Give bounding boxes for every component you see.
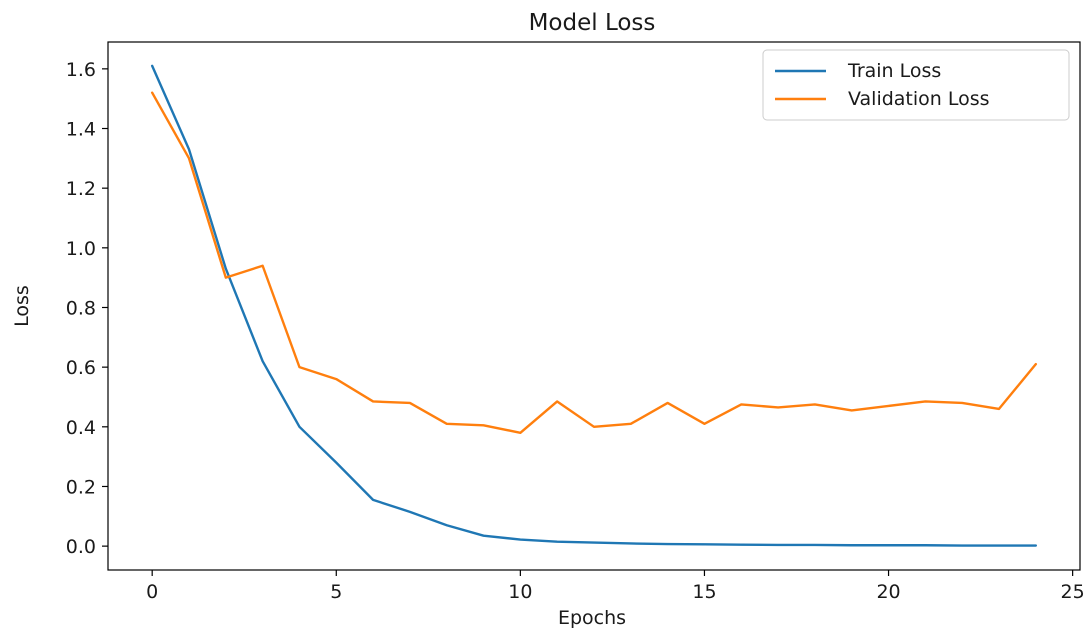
y-axis: 0.0 0.2 0.4 0.6 0.8 1.0 1.2 1.4 1.6: [66, 59, 108, 558]
legend-box: [762, 49, 1070, 121]
x-axis-label: Epochs: [558, 607, 626, 629]
y-tick-label: 0.2: [66, 476, 96, 498]
x-tick-label: 20: [876, 581, 900, 603]
y-tick-label: 1.6: [66, 59, 96, 81]
series-line-train-loss: [150, 64, 1038, 547]
legend-label-validation-loss: Validation Loss: [848, 88, 990, 110]
series-line-validation-loss: [150, 91, 1038, 434]
legend: Train Loss Validation Loss: [762, 49, 1070, 121]
y-tick-label: 1.4: [66, 119, 96, 141]
x-tick-label: 0: [146, 581, 158, 603]
y-tick-label: 0.8: [66, 297, 96, 319]
plot-area: [107, 41, 1081, 571]
y-tick-label: 1.2: [66, 178, 96, 200]
legend-label-train-loss: Train Loss: [847, 60, 941, 82]
x-tick-label: 5: [330, 581, 342, 603]
y-tick-label: 1.0: [66, 238, 96, 260]
y-tick-label: 0.0: [66, 536, 96, 558]
chart-title: Model Loss: [529, 10, 656, 36]
y-axis-label: Loss: [11, 285, 33, 327]
x-tick-label: 10: [508, 581, 532, 603]
series-layer: [150, 64, 1038, 547]
x-tick-label: 15: [692, 581, 716, 603]
x-axis: 0 5 10 15 20 25: [146, 570, 1085, 603]
y-tick-label: 0.4: [66, 417, 96, 439]
y-tick-label: 0.6: [66, 357, 96, 379]
x-tick-label: 25: [1061, 581, 1085, 603]
